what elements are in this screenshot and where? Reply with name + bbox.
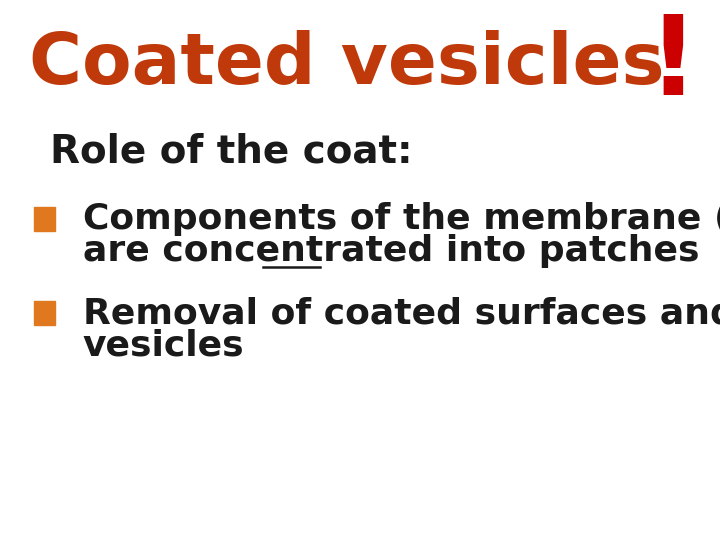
Text: Role of the coat:: Role of the coat:	[50, 132, 413, 170]
Text: Removal of coated surfaces and formation of: Removal of coated surfaces and formation…	[83, 296, 720, 330]
FancyBboxPatch shape	[34, 207, 55, 231]
FancyBboxPatch shape	[34, 301, 55, 325]
Text: are concentrated into patches: are concentrated into patches	[83, 234, 699, 268]
Text: Coated vesicles: Coated vesicles	[29, 30, 665, 99]
Text: vesicles: vesicles	[83, 329, 244, 362]
Text: Components of the membrane (e.g. receptors): Components of the membrane (e.g. recepto…	[83, 202, 720, 235]
Text: !: !	[648, 11, 698, 118]
